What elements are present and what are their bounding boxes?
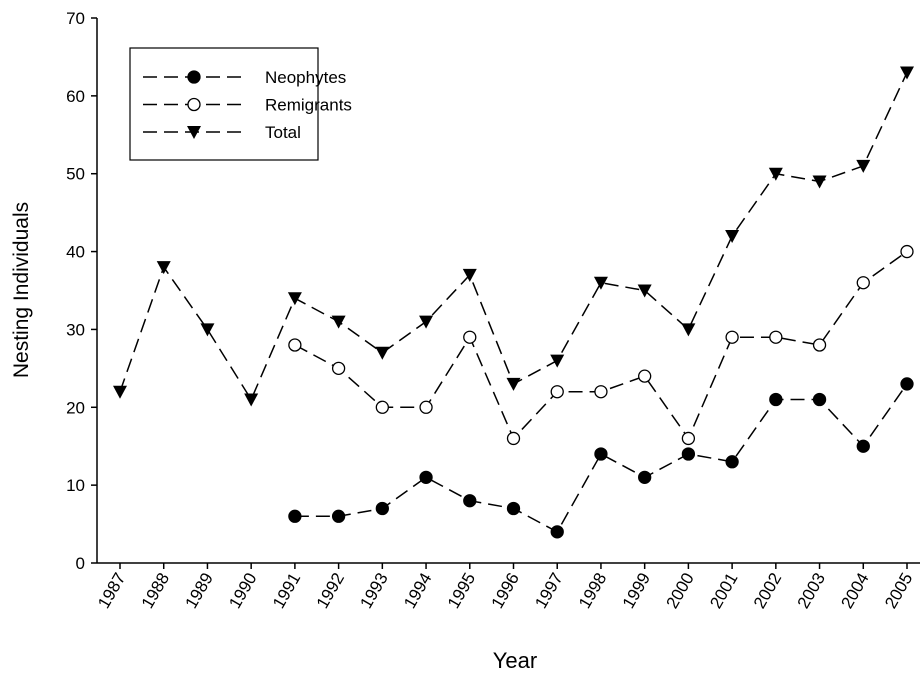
x-tick-label: 1987 (94, 570, 129, 612)
x-tick-label: 1990 (225, 570, 260, 612)
legend-label: Total (265, 123, 301, 142)
marker (506, 377, 521, 391)
x-tick-label: 2001 (706, 570, 741, 612)
marker (812, 338, 827, 352)
marker (113, 385, 127, 399)
y-tick-label: 70 (66, 9, 85, 28)
x-tick-label: 1999 (619, 570, 654, 612)
y-tick-label: 60 (66, 87, 85, 106)
legend: Neophytes Remigrants Total (129, 47, 352, 161)
marker (463, 330, 477, 344)
y-tick-label: 40 (66, 243, 85, 262)
marker (419, 315, 434, 329)
marker (506, 431, 521, 446)
x-tick-label: 2000 (662, 570, 697, 612)
marker (900, 244, 914, 259)
x-tick-label: 1988 (138, 570, 173, 612)
marker (768, 167, 783, 181)
x-tick-label: 1992 (313, 570, 348, 612)
marker (638, 369, 652, 383)
legend-label: Remigrants (265, 96, 352, 115)
marker (506, 501, 521, 516)
marker (331, 509, 346, 523)
marker (638, 470, 652, 485)
y-tick-label: 20 (66, 398, 85, 417)
marker (187, 126, 201, 139)
y-tick-label: 50 (66, 165, 85, 184)
marker (550, 385, 564, 399)
marker (419, 400, 433, 414)
marker (769, 330, 783, 344)
y-axis-title: Nesting Individuals (10, 202, 33, 378)
marker (681, 447, 696, 461)
x-axis-title: Year (493, 648, 537, 673)
marker (856, 159, 871, 173)
marker (900, 377, 914, 391)
x-tick-label: 2002 (750, 570, 785, 612)
marker (550, 525, 564, 539)
legend-box (129, 47, 319, 161)
marker (725, 330, 739, 344)
x-tick-label: 1997 (531, 570, 566, 612)
marker (463, 494, 477, 508)
marker (244, 393, 259, 407)
y-tick-label: 30 (66, 320, 85, 339)
marker (637, 284, 652, 298)
marker (594, 447, 608, 461)
legend-label: Neophytes (265, 68, 346, 87)
x-tick-label: 1989 (182, 570, 217, 612)
marker (200, 323, 215, 337)
marker (375, 501, 389, 516)
x-tick-label: 2003 (794, 570, 829, 612)
x-tick-label: 2004 (837, 570, 872, 612)
marker (681, 323, 696, 337)
marker (900, 66, 914, 80)
marker (331, 315, 346, 329)
y-tick-label: 10 (66, 476, 85, 495)
marker (856, 439, 870, 453)
marker (288, 338, 302, 352)
marker (156, 261, 171, 275)
x-tick-label: 1998 (575, 570, 610, 612)
marker (812, 392, 827, 407)
marker (287, 292, 302, 306)
y-tick-label: 0 (76, 554, 85, 573)
marker (856, 276, 870, 290)
x-tick-label: 1993 (356, 570, 391, 612)
x-tick-label: 1995 (444, 570, 479, 612)
marker (725, 455, 739, 469)
x-tick-label: 1996 (488, 570, 523, 612)
marker (681, 431, 696, 446)
series-line (294, 383, 908, 533)
marker (593, 276, 608, 290)
marker (187, 97, 201, 112)
marker (725, 230, 740, 243)
x-tick-label: 2005 (881, 570, 916, 612)
marker (375, 346, 390, 360)
x-tick-label: 1991 (269, 570, 304, 612)
marker (187, 70, 201, 84)
x-tick-label: 1994 (400, 570, 435, 612)
marker (550, 354, 565, 368)
marker (331, 361, 346, 376)
marker (812, 175, 827, 189)
marker (769, 392, 783, 407)
marker (288, 509, 302, 523)
marker (419, 470, 433, 485)
marker (462, 268, 477, 282)
marker (594, 385, 608, 399)
marker (375, 400, 389, 414)
